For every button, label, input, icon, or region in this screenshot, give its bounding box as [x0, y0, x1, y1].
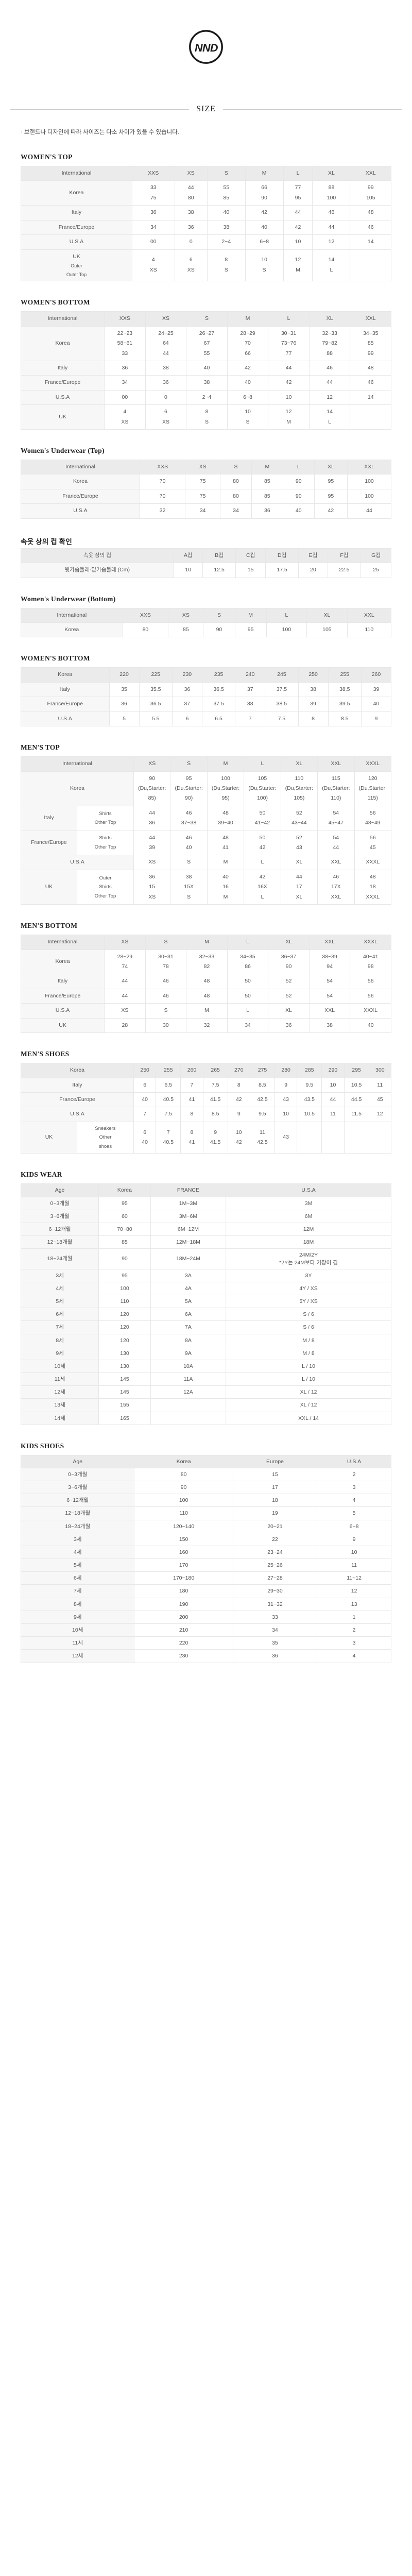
svg-text:NND: NND: [195, 42, 218, 54]
